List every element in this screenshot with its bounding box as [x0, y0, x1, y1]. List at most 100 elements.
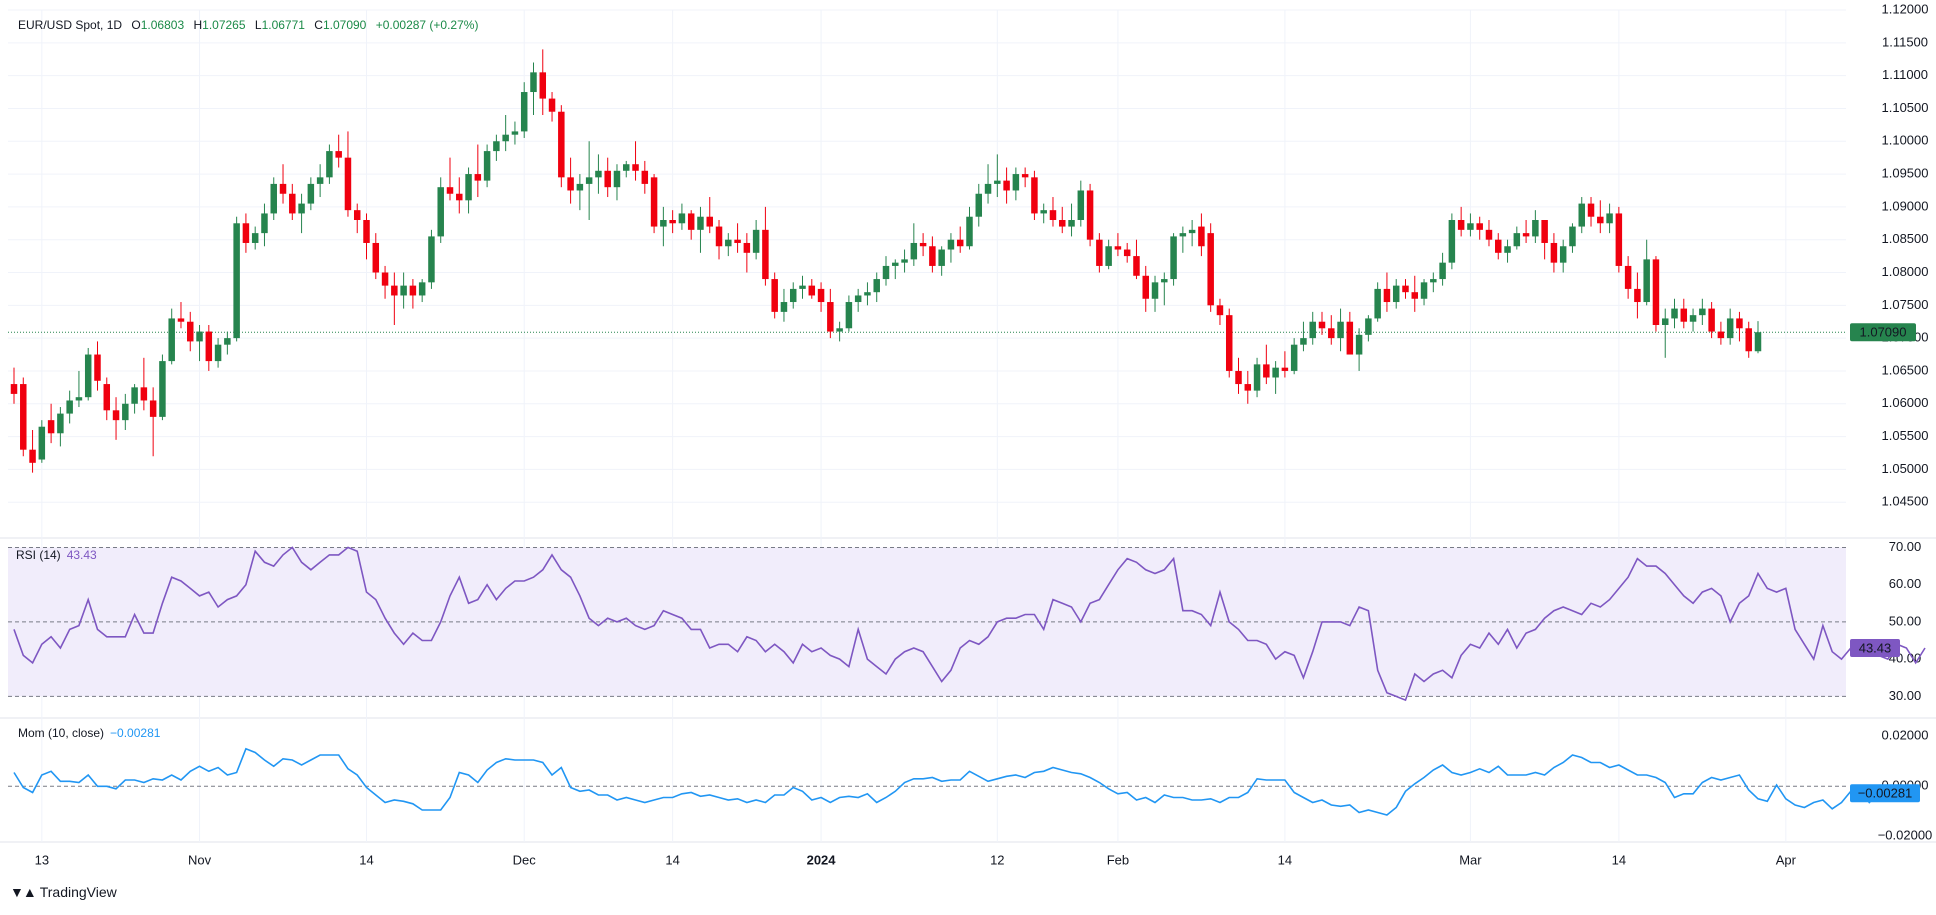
candle-body[interactable] [1281, 367, 1289, 371]
candle-body[interactable] [864, 292, 871, 296]
candle-body[interactable] [140, 387, 148, 401]
candle-body[interactable] [205, 331, 213, 362]
candle-body[interactable] [1318, 321, 1326, 329]
candle-body[interactable] [1643, 259, 1650, 303]
candle-body[interactable] [29, 449, 36, 463]
candle-body[interactable] [1587, 203, 1595, 217]
candle-body[interactable] [483, 151, 491, 181]
candle-body[interactable] [1355, 334, 1363, 355]
candle-body[interactable] [224, 338, 231, 345]
candle-body[interactable] [1467, 223, 1474, 230]
candle-body[interactable] [1736, 318, 1743, 329]
candle-body[interactable] [650, 177, 658, 227]
candle-body[interactable] [1541, 220, 1548, 243]
candle-body[interactable] [1021, 174, 1029, 178]
candle-body[interactable] [511, 131, 519, 135]
candle-body[interactable] [1328, 328, 1335, 339]
candle-body[interactable] [1096, 239, 1103, 266]
candle-body[interactable] [919, 242, 927, 247]
candle-body[interactable] [38, 426, 46, 460]
candle-body[interactable] [1337, 321, 1344, 339]
rsi-title[interactable]: RSI (14) [16, 548, 61, 562]
candle-body[interactable] [1133, 256, 1140, 276]
candle-body[interactable] [242, 223, 250, 243]
candle-body[interactable] [1374, 288, 1381, 319]
candle-body[interactable] [808, 285, 816, 296]
candle-body[interactable] [585, 177, 593, 184]
candle-body[interactable] [929, 246, 936, 266]
candle-body[interactable] [892, 262, 899, 266]
candle-body[interactable] [1661, 318, 1669, 325]
candle-body[interactable] [845, 302, 853, 329]
candle-body[interactable] [1495, 239, 1502, 253]
candle-body[interactable] [1615, 213, 1623, 266]
candle-body[interactable] [94, 354, 101, 381]
candle-body[interactable] [1309, 321, 1316, 339]
candle-body[interactable] [1263, 364, 1270, 378]
candle-body[interactable] [326, 151, 333, 178]
candle-body[interactable] [1569, 226, 1576, 247]
candle-body[interactable] [520, 92, 528, 132]
candle-body[interactable] [1745, 328, 1752, 352]
candle-body[interactable] [298, 203, 305, 214]
candle-body[interactable] [623, 164, 630, 171]
candle-body[interactable] [1522, 233, 1530, 237]
candle-body[interactable] [947, 239, 955, 250]
candle-body[interactable] [437, 187, 444, 237]
candle-body[interactable] [363, 220, 370, 243]
candle-body[interactable] [1411, 292, 1419, 299]
candle-body[interactable] [187, 321, 194, 342]
mom-title[interactable]: Mom (10, close) [18, 726, 105, 740]
candle-body[interactable] [1597, 216, 1604, 224]
candle-body[interactable] [1179, 233, 1187, 237]
candle-body[interactable] [372, 242, 380, 273]
candle-body[interactable] [474, 174, 482, 181]
candle-body[interactable] [836, 328, 843, 332]
candle-body[interactable] [854, 295, 862, 303]
candle-body[interactable] [316, 177, 324, 184]
candle-body[interactable] [1717, 331, 1725, 339]
candle-body[interactable] [873, 279, 880, 293]
candle-body[interactable] [604, 170, 611, 188]
candle-body[interactable] [270, 183, 277, 214]
candle-body[interactable] [10, 384, 18, 394]
candle-body[interactable] [1151, 282, 1159, 299]
candle-body[interactable] [1513, 233, 1521, 247]
candle-body[interactable] [687, 213, 695, 230]
candle-body[interactable] [1346, 321, 1354, 355]
candle-body[interactable] [1272, 367, 1279, 378]
candle-body[interactable] [669, 220, 676, 224]
candle-body[interactable] [353, 210, 361, 220]
candle-body[interactable] [715, 226, 723, 247]
candle-body[interactable] [409, 285, 417, 296]
candle-body[interactable] [400, 285, 407, 296]
candle-body[interactable] [57, 413, 64, 434]
candle-body[interactable] [530, 72, 537, 93]
candle-body[interactable] [678, 213, 686, 224]
candle-body[interactable] [261, 213, 268, 234]
candle-body[interactable] [1680, 308, 1688, 322]
candle-body[interactable] [1699, 308, 1706, 316]
candle-body[interactable] [1383, 288, 1391, 303]
candle-body[interactable] [539, 72, 547, 99]
candle-body[interactable] [66, 400, 73, 414]
candle-body[interactable] [1457, 220, 1465, 230]
candle-body[interactable] [1003, 180, 1010, 191]
candle-body[interactable] [706, 216, 713, 227]
candle-body[interactable] [697, 216, 704, 230]
candle-body[interactable] [901, 259, 908, 263]
candle-body[interactable] [789, 288, 797, 303]
candle-body[interactable] [418, 282, 426, 296]
symbol-title[interactable]: EUR/USD Spot, 1D [18, 18, 123, 32]
candle-body[interactable] [762, 229, 769, 280]
candle-body[interactable] [1225, 315, 1233, 371]
candle-body[interactable] [1049, 210, 1057, 220]
candle-body[interactable] [1170, 236, 1177, 280]
candle-body[interactable] [1235, 370, 1242, 385]
candle-body[interactable] [1114, 246, 1122, 250]
candle-body[interactable] [168, 318, 175, 362]
brand-logo[interactable]: ▼▲ TradingView [10, 884, 117, 900]
candle-body[interactable] [1430, 279, 1437, 283]
candle-body[interactable] [233, 223, 240, 339]
